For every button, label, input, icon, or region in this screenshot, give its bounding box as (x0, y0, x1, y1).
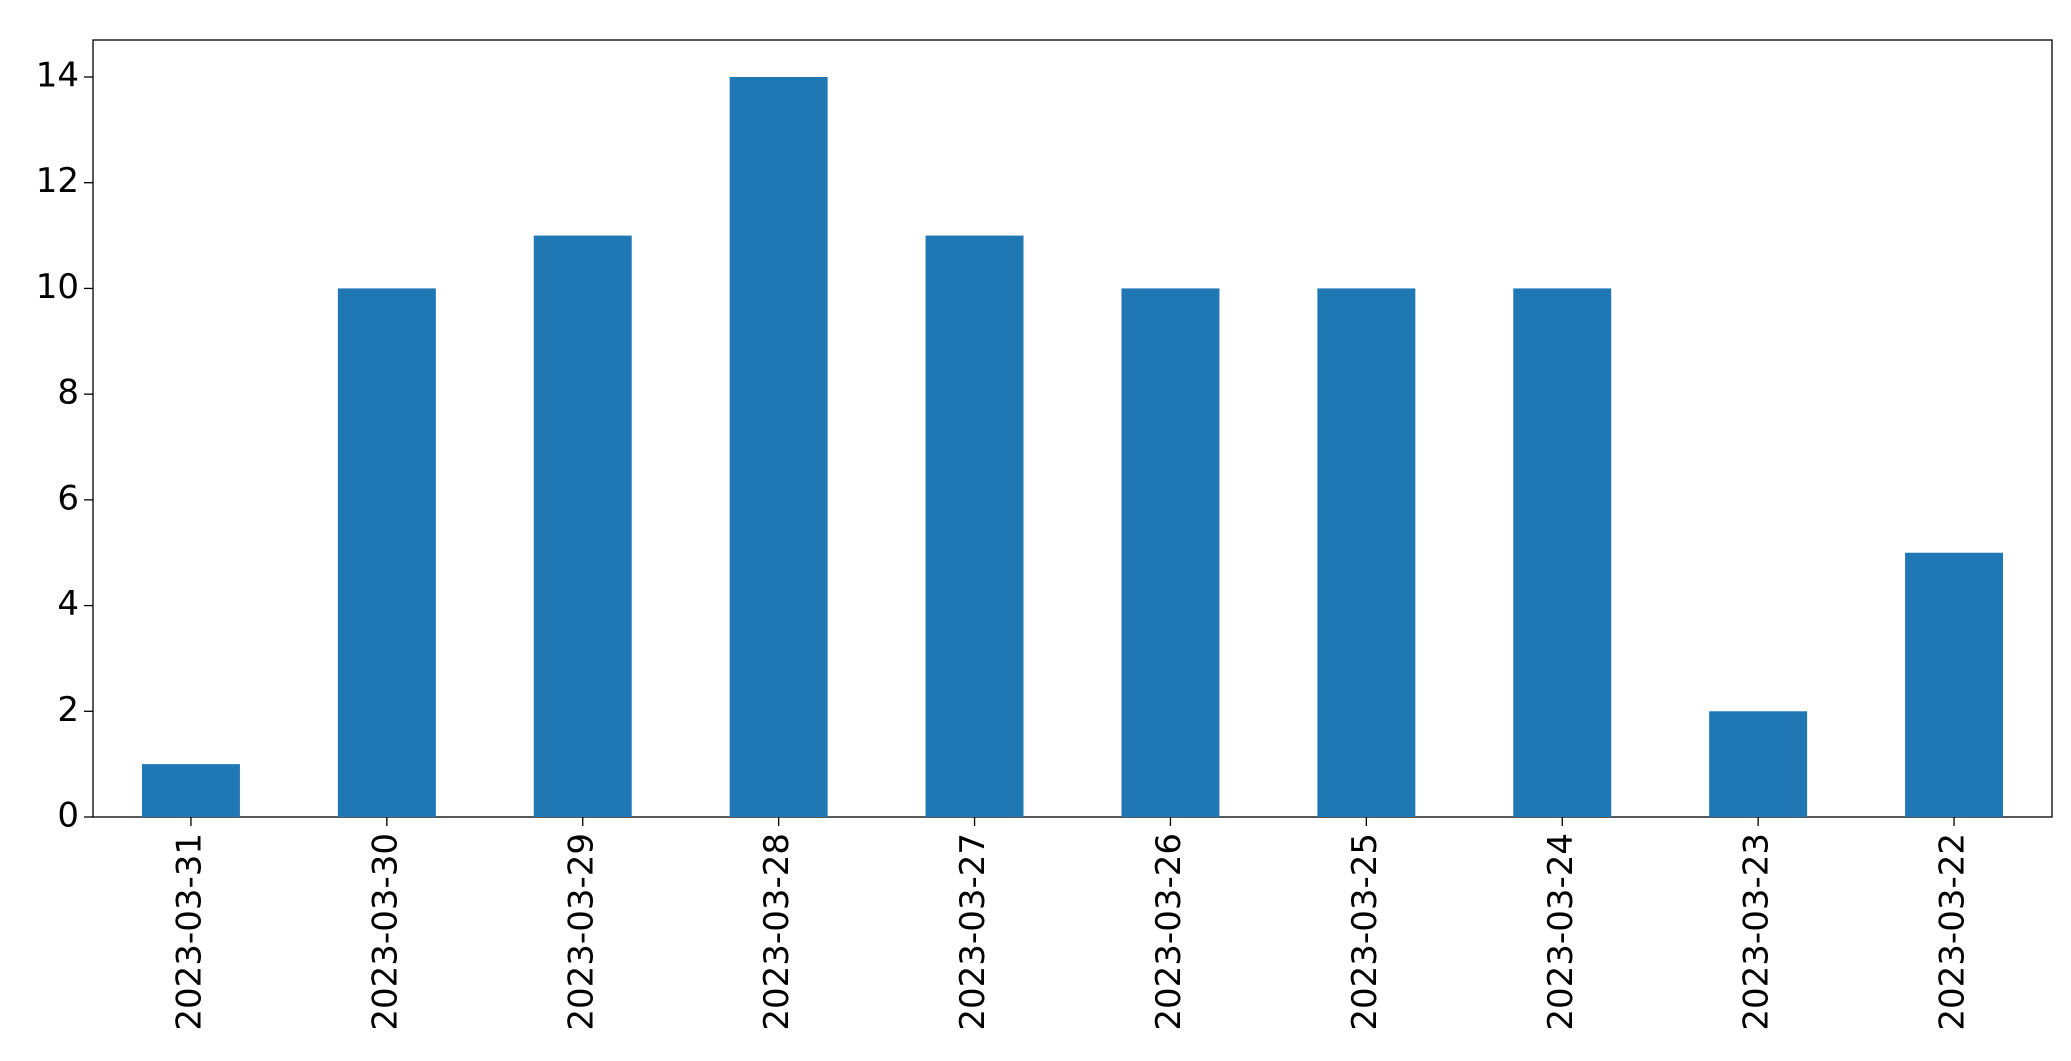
y-tick-label: 10 (36, 267, 79, 307)
x-tick-label: 2023-03-31 (169, 833, 209, 1031)
x-tick-label: 2023-03-22 (1933, 833, 1973, 1031)
x-tick-label: 2023-03-24 (1541, 833, 1581, 1031)
bar (1317, 288, 1416, 817)
plot-frame (92, 39, 2053, 818)
y-tick-label: 0 (57, 796, 79, 836)
bar (1709, 711, 1808, 817)
y-tick-label: 12 (36, 161, 79, 201)
y-tick-label: 6 (57, 478, 79, 518)
bar (925, 235, 1024, 818)
bar (729, 77, 828, 817)
y-tick-label: 14 (36, 56, 79, 96)
bar (1905, 552, 2004, 817)
y-tick-label: 4 (57, 584, 79, 624)
x-tick-label: 2023-03-23 (1737, 833, 1777, 1031)
x-tick-label: 2023-03-29 (561, 833, 601, 1031)
bar (337, 288, 436, 817)
x-tick-label: 2023-03-26 (1149, 833, 1189, 1031)
bar (1121, 288, 1220, 817)
x-tick-label: 2023-03-25 (1345, 833, 1385, 1031)
x-tick-label: 2023-03-28 (757, 833, 797, 1031)
bar (141, 764, 240, 817)
bar (533, 235, 632, 818)
y-tick-label: 8 (57, 373, 79, 413)
x-tick-label: 2023-03-30 (365, 833, 405, 1031)
bar (1513, 288, 1612, 817)
y-tick-label: 2 (57, 690, 79, 730)
x-tick-label: 2023-03-27 (953, 833, 993, 1031)
